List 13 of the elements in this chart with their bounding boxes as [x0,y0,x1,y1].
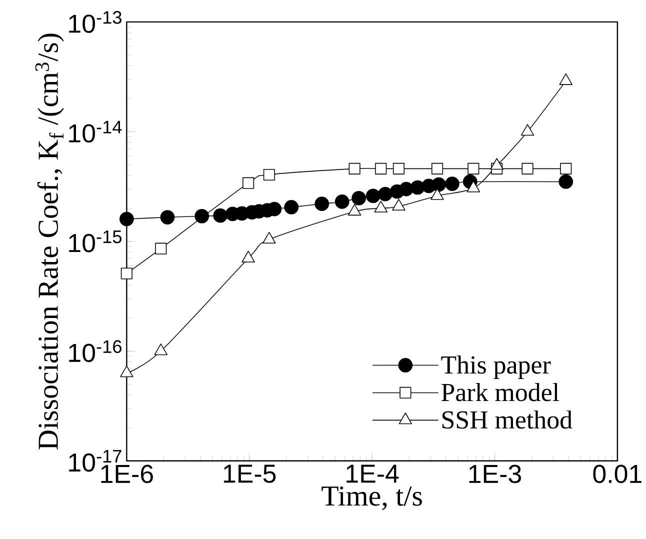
x-tick-label: 1E-5 [224,464,276,484]
y-axis-title: Dissociation Rate Coef., K$_{f}$ /(cm$^{3}$/s) [35,34,64,450]
legend-label: This paper [441,356,551,380]
x-axis-title: Time, t/s [322,486,422,510]
y-tick-label: 10$^{-14}$ [69,121,122,143]
y-tick-label: 10$^{-13}$ [69,11,122,34]
x-tick-label: 1E-4 [346,464,399,483]
y-tick-label: 10$^{-16}$ [69,340,122,362]
x-tick-label: 0.01 [593,464,642,484]
x-tick-label: 1E-3 [469,464,521,484]
legend-label: SSH method [442,410,572,429]
legend-label: Park model [441,383,560,402]
y-tick-label: 10$^{-15}$ [69,230,122,252]
